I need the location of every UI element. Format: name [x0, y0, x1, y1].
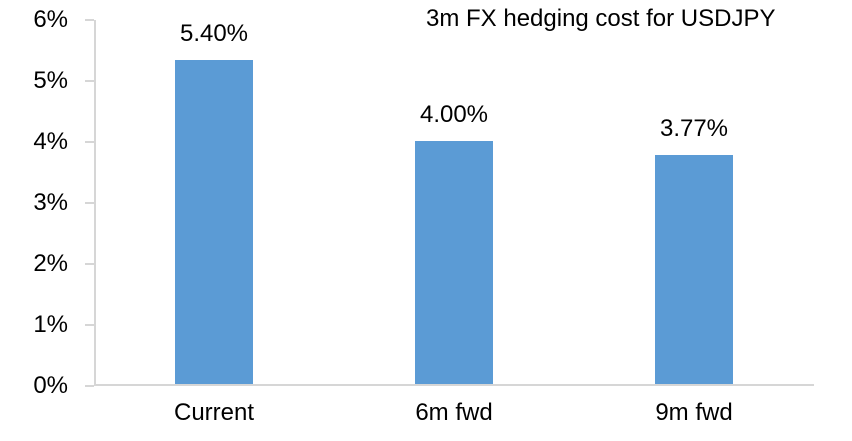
y-axis-tick-label: 6%	[33, 6, 68, 33]
x-axis-label-9m-fwd: 9m fwd	[655, 399, 733, 426]
y-axis-tick-label: 1%	[33, 311, 68, 338]
x-axis-labels: Current 6m fwd 9m fwd	[94, 399, 814, 427]
y-axis-tick-labels: 6% 5% 4% 3% 2% 1% 0%	[0, 7, 68, 399]
bar-value-label: 5.40%	[179, 20, 249, 47]
bar-current	[175, 60, 253, 384]
y-axis-tick-label: 5%	[33, 67, 68, 94]
bar-value-label: 4.00%	[419, 101, 489, 128]
y-axis-tick-label: 4%	[33, 128, 68, 155]
bar-group-9m-fwd: 3.77%	[574, 20, 814, 384]
y-axis-tick-label: 3%	[33, 189, 68, 216]
y-axis-tick-mark	[85, 80, 94, 82]
bar-group-current: 5.40%	[94, 20, 334, 384]
bar-9m-fwd	[655, 155, 733, 384]
y-axis-tick-mark	[85, 202, 94, 204]
y-axis-tick-mark	[85, 19, 94, 21]
y-axis-tick-label: 2%	[33, 250, 68, 277]
y-axis-line	[94, 20, 96, 386]
x-axis-line	[94, 384, 814, 386]
bar-6m-fwd	[415, 141, 493, 384]
bar-group-6m-fwd: 4.00%	[334, 20, 574, 384]
y-axis-tick-label: 0%	[33, 372, 68, 399]
y-axis-tick-marks	[85, 19, 94, 387]
y-axis-tick-mark	[85, 324, 94, 326]
chart-title: 3m FX hedging cost for USDJPY	[426, 5, 776, 32]
y-axis-tick-mark	[85, 385, 94, 387]
y-axis-tick-mark	[85, 263, 94, 265]
x-axis-label-6m-fwd: 6m fwd	[415, 399, 493, 426]
y-axis-tick-mark	[85, 141, 94, 143]
bar-value-label: 3.77%	[659, 115, 729, 142]
x-axis-label-current: Current	[173, 399, 255, 426]
